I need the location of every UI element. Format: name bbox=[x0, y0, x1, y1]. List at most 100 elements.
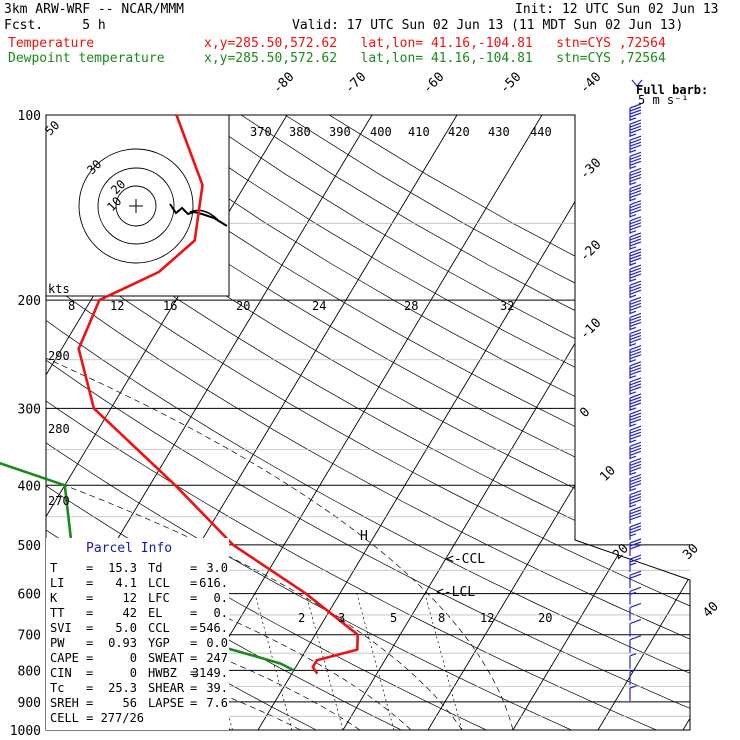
parcel-eq: = bbox=[190, 591, 197, 605]
parcel-label: PW bbox=[50, 636, 65, 650]
barb-full bbox=[629, 509, 642, 515]
barb-half bbox=[629, 359, 637, 363]
barb-full bbox=[629, 192, 642, 199]
barb-full bbox=[629, 206, 642, 212]
barb-full bbox=[629, 418, 642, 424]
hodograph-ring bbox=[97, 167, 175, 245]
barb-full bbox=[629, 167, 642, 174]
temperature-legend-label: Temperature bbox=[8, 36, 95, 51]
wind-barb bbox=[629, 457, 642, 476]
hodograph-axis-label: kts bbox=[48, 282, 70, 296]
theta-label-left: 280 bbox=[48, 422, 70, 436]
barb-full bbox=[629, 396, 642, 402]
moist-adiabat bbox=[46, 222, 361, 730]
barb-half bbox=[629, 669, 637, 673]
parcel-value: 3149. bbox=[192, 666, 228, 680]
barb-full bbox=[629, 222, 642, 228]
wind-barb bbox=[629, 653, 637, 669]
barb-full bbox=[629, 425, 642, 431]
barb-full bbox=[629, 321, 642, 328]
parcel-value: 15.3 bbox=[108, 561, 137, 575]
barb-full bbox=[629, 299, 642, 305]
barb-half bbox=[629, 685, 637, 689]
wind-barb bbox=[629, 119, 642, 138]
pressure-label: 900 bbox=[18, 696, 41, 711]
barb-half bbox=[629, 326, 637, 331]
isotherm-line bbox=[512, 115, 690, 730]
barb-full bbox=[629, 490, 642, 496]
barb-half bbox=[629, 407, 637, 411]
parcel-label: Td bbox=[148, 561, 162, 575]
barb-full bbox=[629, 186, 642, 193]
barb-full bbox=[629, 264, 642, 270]
isotherm-label: -30 bbox=[577, 156, 604, 183]
mixing-ratio-line bbox=[356, 593, 395, 730]
mixing-ratio-line bbox=[424, 593, 463, 730]
barb-full bbox=[629, 496, 642, 502]
barb-half bbox=[629, 278, 637, 282]
barb-full bbox=[629, 377, 642, 383]
barb-full bbox=[629, 296, 642, 302]
barb-half bbox=[629, 310, 637, 314]
barb-full bbox=[629, 457, 642, 464]
barb-full bbox=[629, 160, 642, 166]
h-marker: H bbox=[360, 529, 368, 544]
parcel-label: LI bbox=[50, 576, 64, 590]
parcel-value: 5.0 bbox=[115, 621, 137, 635]
barb-full bbox=[629, 328, 642, 335]
barb-half bbox=[629, 181, 637, 186]
barb-full bbox=[629, 144, 642, 150]
barb-half bbox=[629, 439, 637, 443]
barb-full bbox=[629, 450, 642, 456]
parcel-eq: = bbox=[86, 666, 93, 680]
theta-label: 400 bbox=[370, 125, 392, 139]
barb-full bbox=[629, 141, 642, 147]
wind-barb bbox=[629, 618, 642, 637]
barb-full bbox=[629, 151, 642, 157]
barb-full bbox=[629, 122, 642, 128]
parcel-value: 0.93 bbox=[108, 636, 137, 650]
barb-full bbox=[629, 431, 642, 437]
wind-barb bbox=[629, 200, 642, 218]
barb-full bbox=[629, 364, 642, 370]
barb-full bbox=[629, 289, 642, 295]
barb-chevron-icon bbox=[631, 79, 643, 87]
isotherm-label: -20 bbox=[577, 238, 604, 265]
barb-full bbox=[629, 251, 642, 257]
barb-full bbox=[629, 302, 642, 308]
barb-full bbox=[629, 183, 642, 190]
parcel-value: 12 bbox=[123, 591, 137, 605]
dry-adiabat bbox=[196, 115, 690, 730]
sounding-profiles bbox=[0, 114, 359, 675]
theta-label: 380 bbox=[289, 125, 311, 139]
theta-label-left: 270 bbox=[48, 494, 70, 508]
wind-barb bbox=[629, 361, 642, 379]
barb-full bbox=[629, 189, 642, 196]
hodograph-trace-2 bbox=[189, 209, 221, 223]
hodograph-trace bbox=[169, 203, 228, 227]
barb-full bbox=[629, 361, 642, 367]
parcel-eq: = bbox=[190, 681, 197, 695]
barb-full bbox=[629, 203, 642, 209]
barb-full bbox=[629, 512, 642, 518]
pressure-label: 100 bbox=[18, 109, 41, 124]
pressure-label: 700 bbox=[18, 629, 41, 644]
barb-full bbox=[629, 331, 642, 338]
parcel-label: T bbox=[50, 561, 57, 575]
pressure-label: 300 bbox=[18, 402, 41, 417]
barb-half bbox=[629, 214, 637, 218]
mixing-ratio-label: 12 bbox=[480, 611, 494, 625]
barb-full bbox=[629, 412, 642, 418]
barb-half bbox=[629, 246, 637, 250]
barb-full bbox=[629, 216, 642, 222]
barb-full bbox=[629, 334, 642, 341]
barb-full bbox=[629, 573, 642, 579]
barb-full bbox=[629, 119, 642, 125]
barb-full bbox=[629, 506, 642, 512]
barb-full bbox=[629, 225, 642, 231]
isotherm-label: -80 bbox=[270, 70, 297, 97]
isotherm-label: -50 bbox=[497, 70, 524, 97]
wind-barb bbox=[629, 280, 642, 299]
